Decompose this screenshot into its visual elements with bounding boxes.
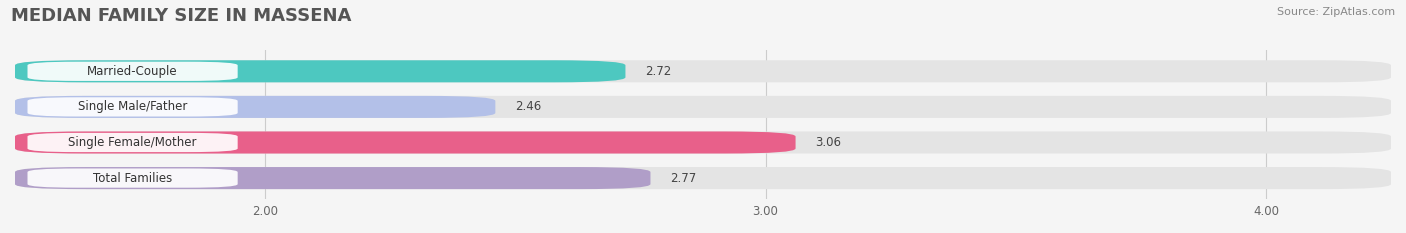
Text: 2.72: 2.72	[645, 65, 672, 78]
Text: 3.06: 3.06	[815, 136, 842, 149]
FancyBboxPatch shape	[15, 167, 1391, 189]
Text: Single Female/Mother: Single Female/Mother	[69, 136, 197, 149]
FancyBboxPatch shape	[15, 131, 1391, 154]
FancyBboxPatch shape	[15, 167, 651, 189]
Text: Married-Couple: Married-Couple	[87, 65, 179, 78]
Text: 2.46: 2.46	[516, 100, 541, 113]
FancyBboxPatch shape	[15, 96, 495, 118]
FancyBboxPatch shape	[28, 97, 238, 116]
FancyBboxPatch shape	[28, 62, 238, 81]
FancyBboxPatch shape	[28, 133, 238, 152]
Text: Source: ZipAtlas.com: Source: ZipAtlas.com	[1277, 7, 1395, 17]
FancyBboxPatch shape	[28, 168, 238, 188]
FancyBboxPatch shape	[15, 131, 796, 154]
Text: 2.77: 2.77	[671, 171, 697, 185]
FancyBboxPatch shape	[15, 60, 1391, 82]
Text: MEDIAN FAMILY SIZE IN MASSENA: MEDIAN FAMILY SIZE IN MASSENA	[11, 7, 352, 25]
FancyBboxPatch shape	[15, 96, 1391, 118]
FancyBboxPatch shape	[15, 60, 626, 82]
Text: Single Male/Father: Single Male/Father	[77, 100, 187, 113]
Text: Total Families: Total Families	[93, 171, 172, 185]
